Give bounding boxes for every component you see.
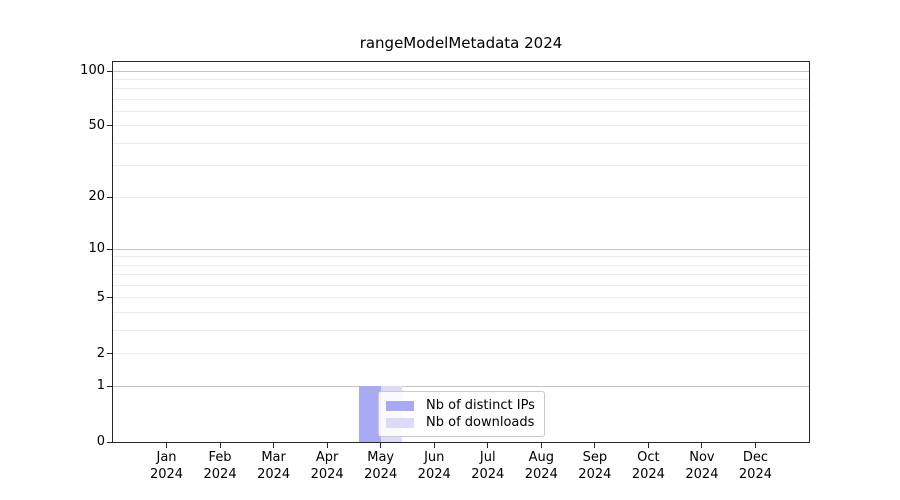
x-tick-label: Aug 2024 <box>524 450 558 482</box>
x-tick-mark <box>594 443 596 448</box>
x-tick-mark <box>754 443 756 448</box>
x-tick-mark <box>219 443 221 448</box>
gridline-minor <box>113 353 809 355</box>
bar-distinct-ips <box>359 386 381 442</box>
y-tick-label: 0 <box>96 434 105 449</box>
x-tick-mark <box>273 443 275 448</box>
gridline-minor <box>113 274 809 276</box>
y-tick-label: 2 <box>96 345 105 361</box>
gridline-minor <box>113 264 809 266</box>
y-tick-mark <box>107 441 112 443</box>
gridline-minor <box>113 297 809 299</box>
gridline-minor <box>113 196 809 198</box>
x-tick-mark <box>540 443 542 448</box>
gridline-minor <box>113 165 809 167</box>
x-tick-label: Feb 2024 <box>203 450 237 482</box>
x-tick-mark <box>487 443 489 448</box>
y-tick-mark <box>107 70 112 72</box>
y-tick-label: 10 <box>88 241 105 257</box>
y-tick-mark <box>107 297 112 299</box>
y-tick-mark <box>107 353 112 355</box>
x-tick-label: Apr 2024 <box>310 450 344 482</box>
y-tick-mark <box>107 385 112 387</box>
gridline-major <box>113 248 809 250</box>
gridline-minor <box>113 330 809 332</box>
y-tick-label: 1 <box>96 378 105 394</box>
y-tick-mark <box>107 125 112 127</box>
x-tick-mark <box>380 443 382 448</box>
x-tick-label: Jul 2024 <box>471 450 505 482</box>
gridline-minor <box>113 312 809 314</box>
gridline-minor <box>113 142 809 144</box>
y-tick-mark <box>107 196 112 198</box>
x-tick-label: Jan 2024 <box>149 450 184 482</box>
x-tick-label: Sep 2024 <box>578 450 612 482</box>
gridline-minor <box>113 125 809 127</box>
y-tick-mark <box>107 248 112 250</box>
plot-area <box>112 61 810 443</box>
x-tick-label: May 2024 <box>364 450 398 482</box>
legend-label-distinct-ips: Nb of distinct IPs <box>426 398 535 413</box>
y-tick-label: 50 <box>88 117 105 133</box>
y-tick-label: 100 <box>80 63 105 79</box>
gridline-major <box>113 385 809 387</box>
x-tick-label: Nov 2024 <box>685 450 719 482</box>
x-tick-mark <box>433 443 435 448</box>
x-tick-label: Oct 2024 <box>631 450 665 482</box>
gridline-minor <box>113 98 809 100</box>
x-tick-mark <box>326 443 328 448</box>
gridline-minor <box>113 88 809 90</box>
gridline-minor <box>113 111 809 113</box>
x-tick-mark <box>701 443 703 448</box>
x-tick-label: Mar 2024 <box>257 450 291 482</box>
y-tick-label: 20 <box>88 189 105 205</box>
x-tick-mark <box>166 443 168 448</box>
gridline-minor <box>113 256 809 258</box>
y-tick-label: 5 <box>96 289 105 305</box>
legend: Nb of distinct IPs Nb of downloads <box>378 391 545 437</box>
gridline-minor <box>113 285 809 287</box>
x-tick-label: Jun 2024 <box>417 450 451 482</box>
gridline-minor <box>113 78 809 80</box>
legend-label-downloads: Nb of downloads <box>426 415 535 430</box>
legend-item-downloads: Nb of downloads <box>386 414 544 431</box>
chart-title: rangeModelMetadata 2024 <box>359 34 563 52</box>
legend-item-distinct-ips: Nb of distinct IPs <box>386 397 544 414</box>
legend-swatch-downloads-icon <box>386 417 414 428</box>
x-tick-mark <box>647 443 649 448</box>
x-tick-label: Dec 2024 <box>738 450 772 482</box>
legend-swatch-distinct-ips-icon <box>386 400 414 411</box>
gridline-major <box>113 70 809 72</box>
